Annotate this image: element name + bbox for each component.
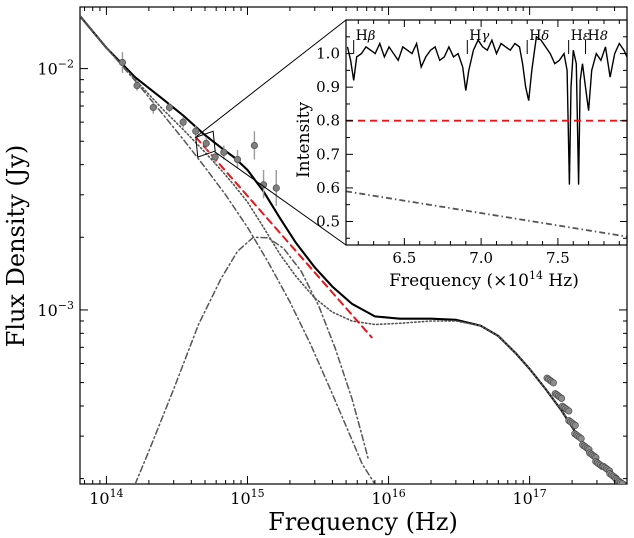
inset-x-tick-label: 7.0 [469,249,493,267]
inset-background [346,20,627,245]
main-series-dashdot-line-3 [134,236,370,484]
main-y-axis-label: Flux Density (Jy) [2,145,30,348]
main-series-dashed-line-4 [194,136,373,339]
inset-series-solid-line-0 [346,35,627,185]
data-point [118,58,127,67]
data-point [220,148,228,156]
xray-data-point [571,421,579,429]
y-tick-label: 10−2 [37,58,74,79]
inset-x-axis-label: Frequency (×1014 Hz) [389,269,579,291]
x-tick-label: 1017 [512,487,546,508]
main-x-ticks: 1014 1015 1016 1017 [84,7,616,508]
data-point [149,103,157,112]
balmer-line-label: Hε [571,28,590,44]
zoom-box-outline [195,130,216,158]
inset-y-tick-label: 0.6 [316,179,340,197]
balmer-line-label: H8 [588,28,609,44]
inset-x-tick-label: 7.5 [546,249,570,267]
zoom-connector-top [196,19,347,137]
main-series-group [80,15,627,484]
data-point [233,155,242,164]
main-series-dotted-line-1 [80,15,627,484]
inset-x-tick-label: 6.5 [392,249,416,267]
data-point [211,153,219,161]
inset-y-tick-label: 1.0 [316,45,340,63]
xray-data-point [558,394,566,402]
main-series-dashdot-line-2 [80,15,376,484]
inset-y-tick-label: 0.7 [316,145,340,163]
inset-y-ticks: 0.5 0.6 0.7 0.8 0.9 1.0 [316,36,627,239]
data-point [259,181,268,189]
x-tick-label: 1016 [371,487,405,508]
main-data-points [118,52,626,484]
xray-data-point [549,379,557,387]
balmer-line-label: Hδ [529,28,549,44]
x-tick-label: 1014 [89,487,123,508]
inset-y-axis-label: Intensity [294,102,314,178]
inset-y-tick-label: 0.5 [316,212,340,230]
zoom-connector-bottom [214,151,347,246]
main-chart: 1014 1015 1016 1017 10−3 10−2 Frequency (Hz)… [2,6,628,536]
balmer-line-label: Hβ [356,28,376,44]
xray-data-point [577,435,585,443]
data-point [179,118,187,126]
balmer-line-label: Hγ [469,28,489,44]
data-point [272,184,280,192]
inset-plot-frame [345,19,628,246]
inset-series-group [346,35,627,238]
main-x-axis-label: Frequency (Hz) [268,508,458,536]
main-y-ticks: 10−3 10−2 [37,58,627,480]
data-point [133,82,141,90]
data-point [202,139,210,147]
xray-data-point [618,480,626,484]
inset-y-tick-label: 0.9 [316,78,340,96]
zoom-box [195,19,347,246]
xray-data-point [565,407,573,415]
data-point [250,141,259,150]
data-point [165,103,174,112]
inset-y-tick-label: 0.8 [316,112,340,130]
y-tick-label: 10−3 [37,299,74,320]
inset-x-ticks: 6.5 7.0 7.5 [357,20,620,267]
x-tick-label: 1015 [230,487,264,508]
data-point [192,127,200,135]
